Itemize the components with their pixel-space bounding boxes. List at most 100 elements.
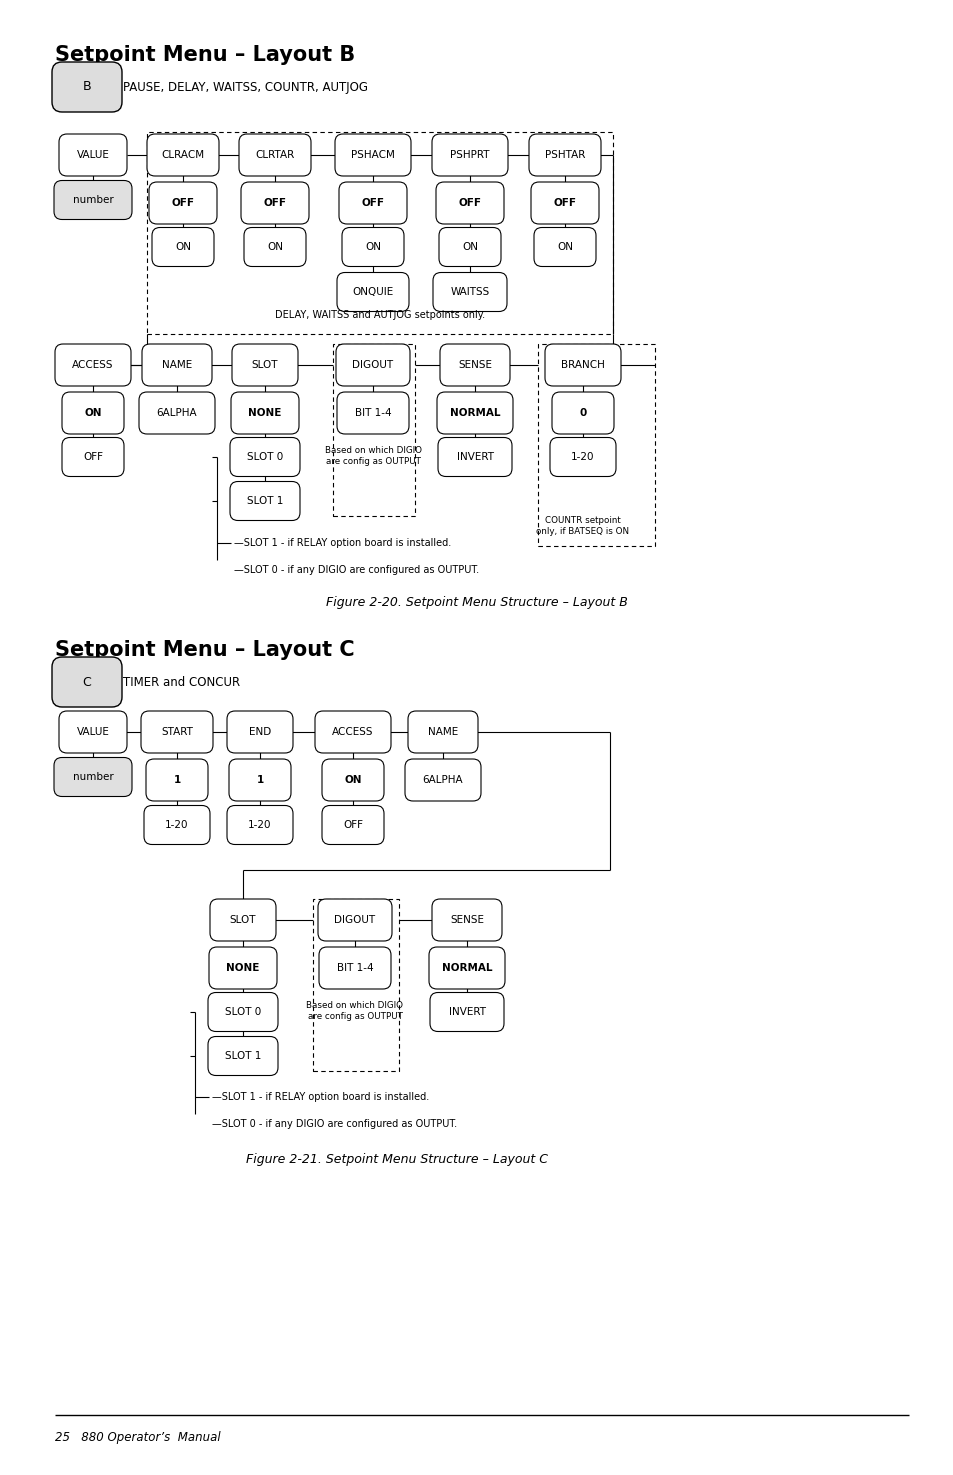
Text: ON: ON [267, 242, 283, 252]
FancyBboxPatch shape [152, 227, 213, 267]
Text: VALUE: VALUE [76, 150, 110, 159]
FancyBboxPatch shape [433, 273, 506, 311]
FancyBboxPatch shape [432, 898, 501, 941]
Text: Based on which DIGIO
are config as OUTPUT: Based on which DIGIO are config as OUTPU… [324, 447, 421, 466]
Text: —SLOT 1 - if RELAY option board is installed.: —SLOT 1 - if RELAY option board is insta… [233, 538, 451, 549]
Bar [147, 131, 613, 333]
FancyBboxPatch shape [231, 392, 298, 434]
Text: SENSE: SENSE [457, 360, 492, 370]
Text: INVERT: INVERT [456, 451, 493, 462]
Text: —SLOT 0 - if any DIGIO are configured as OUTPUT.: —SLOT 0 - if any DIGIO are configured as… [233, 565, 478, 575]
FancyBboxPatch shape [430, 993, 503, 1031]
Text: COUNTR setpoint
only, if BATSEQ is ON: COUNTR setpoint only, if BATSEQ is ON [536, 516, 629, 535]
Text: Based on which DIGIO
are config as OUTPUT: Based on which DIGIO are config as OUTPU… [306, 1002, 403, 1021]
Text: SLOT 0: SLOT 0 [247, 451, 283, 462]
Text: —SLOT 1 - if RELAY option board is installed.: —SLOT 1 - if RELAY option board is insta… [212, 1092, 429, 1102]
Text: 6ALPHA: 6ALPHA [422, 774, 463, 785]
FancyBboxPatch shape [241, 181, 309, 224]
Text: Figure 2-21. Setpoint Menu Structure – Layout C: Figure 2-21. Setpoint Menu Structure – L… [246, 1153, 547, 1167]
FancyBboxPatch shape [531, 181, 598, 224]
Text: SLOT 1: SLOT 1 [247, 496, 283, 506]
FancyBboxPatch shape [208, 1037, 277, 1075]
Text: Figure 2-20. Setpoint Menu Structure – Layout B: Figure 2-20. Setpoint Menu Structure – L… [326, 596, 627, 609]
Text: SLOT 0: SLOT 0 [225, 1007, 261, 1016]
FancyBboxPatch shape [322, 760, 384, 801]
Text: —SLOT 0 - if any DIGIO are configured as OUTPUT.: —SLOT 0 - if any DIGIO are configured as… [212, 1120, 456, 1128]
Text: number: number [72, 195, 113, 205]
FancyBboxPatch shape [432, 134, 507, 176]
FancyBboxPatch shape [529, 134, 600, 176]
FancyBboxPatch shape [408, 711, 477, 754]
FancyBboxPatch shape [52, 62, 122, 112]
Text: DELAY, WAITSS and AUTJOG setpoints only.: DELAY, WAITSS and AUTJOG setpoints only. [274, 311, 484, 320]
Text: PSHPRT: PSHPRT [450, 150, 489, 159]
Text: 1-20: 1-20 [248, 820, 272, 830]
FancyBboxPatch shape [141, 711, 213, 754]
Text: NONE: NONE [226, 963, 259, 974]
FancyBboxPatch shape [210, 898, 275, 941]
FancyBboxPatch shape [439, 344, 510, 386]
Text: NAME: NAME [162, 360, 192, 370]
FancyBboxPatch shape [59, 134, 127, 176]
Text: SLOT: SLOT [252, 360, 278, 370]
FancyBboxPatch shape [335, 344, 410, 386]
FancyBboxPatch shape [239, 134, 311, 176]
Text: NONE: NONE [248, 409, 281, 417]
Text: WAITSS: WAITSS [450, 288, 489, 296]
FancyBboxPatch shape [335, 134, 411, 176]
FancyBboxPatch shape [438, 227, 500, 267]
Text: 0: 0 [578, 409, 586, 417]
FancyBboxPatch shape [147, 134, 219, 176]
FancyBboxPatch shape [62, 392, 124, 434]
Text: CLRTAR: CLRTAR [255, 150, 294, 159]
Text: SLOT 1: SLOT 1 [225, 1052, 261, 1061]
Text: OFF: OFF [361, 198, 384, 208]
Text: 25   880 Operator’s  Manual: 25 880 Operator’s Manual [55, 1431, 220, 1444]
FancyBboxPatch shape [405, 760, 480, 801]
Text: END: END [249, 727, 271, 738]
Text: PSHTAR: PSHTAR [544, 150, 584, 159]
Text: Setpoint Menu – Layout C: Setpoint Menu – Layout C [55, 640, 355, 659]
FancyBboxPatch shape [318, 947, 391, 990]
FancyBboxPatch shape [142, 344, 212, 386]
FancyBboxPatch shape [317, 898, 392, 941]
Text: B: B [83, 81, 91, 93]
Text: PAUSE, DELAY, WAITSS, COUNTR, AUTJOG: PAUSE, DELAY, WAITSS, COUNTR, AUTJOG [123, 81, 368, 93]
FancyBboxPatch shape [550, 438, 616, 476]
FancyBboxPatch shape [229, 760, 291, 801]
Text: ACCESS: ACCESS [72, 360, 113, 370]
Text: DIGOUT: DIGOUT [352, 360, 394, 370]
FancyBboxPatch shape [227, 711, 293, 754]
Text: OFF: OFF [458, 198, 481, 208]
Text: ACCESS: ACCESS [332, 727, 374, 738]
Text: ON: ON [84, 409, 102, 417]
FancyBboxPatch shape [534, 227, 596, 267]
FancyBboxPatch shape [544, 344, 620, 386]
FancyBboxPatch shape [436, 392, 513, 434]
FancyBboxPatch shape [227, 805, 293, 845]
Text: OFF: OFF [83, 451, 103, 462]
Text: START: START [161, 727, 193, 738]
Text: ON: ON [344, 774, 361, 785]
FancyBboxPatch shape [437, 438, 512, 476]
Bar [333, 344, 415, 516]
FancyBboxPatch shape [314, 711, 391, 754]
Text: OFF: OFF [263, 198, 286, 208]
Text: ON: ON [461, 242, 477, 252]
Text: NORMAL: NORMAL [441, 963, 492, 974]
FancyBboxPatch shape [54, 180, 132, 220]
Text: SENSE: SENSE [450, 914, 483, 925]
FancyBboxPatch shape [139, 392, 214, 434]
Bar [537, 344, 655, 546]
Text: DIGOUT: DIGOUT [335, 914, 375, 925]
Text: NAME: NAME [428, 727, 457, 738]
FancyBboxPatch shape [338, 181, 407, 224]
Text: VALUE: VALUE [76, 727, 110, 738]
FancyBboxPatch shape [336, 273, 409, 311]
FancyBboxPatch shape [336, 392, 409, 434]
Text: TIMER and CONCUR: TIMER and CONCUR [123, 676, 240, 689]
Text: 1-20: 1-20 [571, 451, 594, 462]
Text: 1: 1 [173, 774, 180, 785]
Text: CLRACM: CLRACM [161, 150, 204, 159]
Text: ONQUIE: ONQUIE [352, 288, 394, 296]
